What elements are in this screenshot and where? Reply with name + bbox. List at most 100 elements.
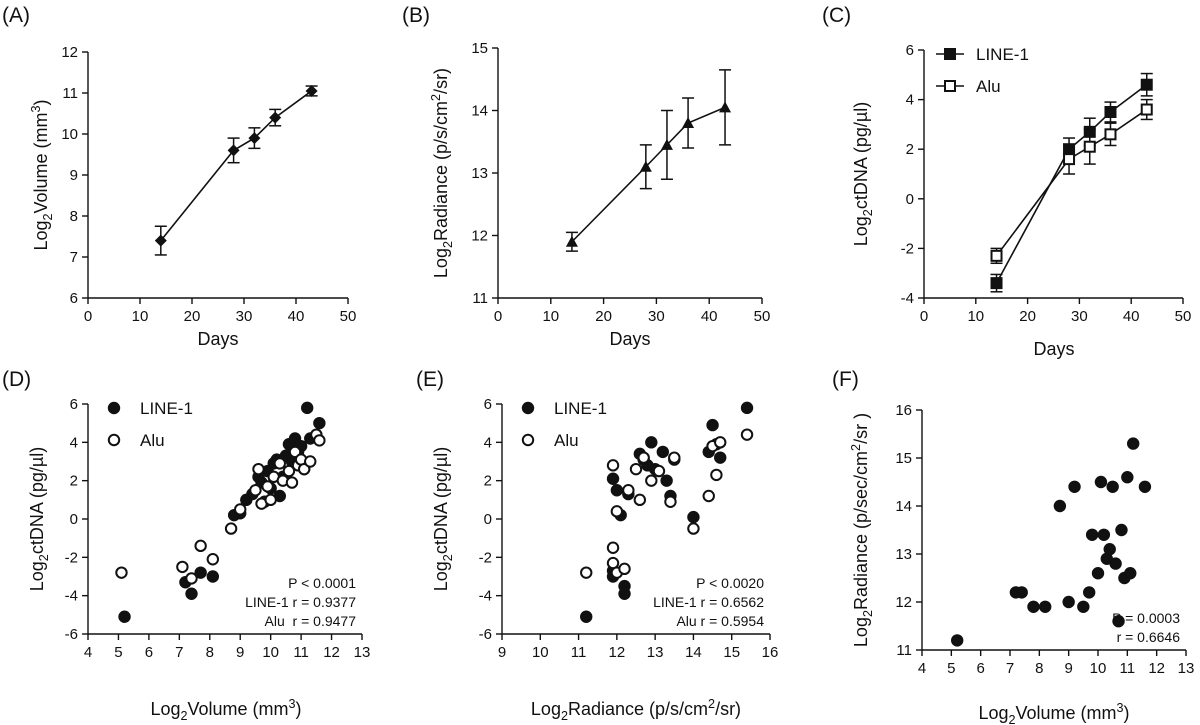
x-tick-label: 12 [609, 644, 626, 661]
y-tick-label: 10 [61, 126, 78, 143]
legend-line-1-marker [521, 401, 535, 415]
x-axis-title: Log2Volume (mm3) [978, 701, 1129, 725]
y-tick-label: 14 [471, 103, 488, 120]
y-tick-label: 2 [484, 473, 492, 490]
series-point [1109, 557, 1122, 570]
y-tick-label: -4 [65, 588, 78, 605]
alu-point [618, 562, 631, 576]
y-tick-label: 0 [70, 511, 78, 528]
x-tick-label: 7 [1006, 660, 1014, 677]
panel-b: (B) 0 10 20 30 40 50 11 12 13 14 15 Days Log2Radianc… [402, 4, 770, 349]
y-axis-title: Log2ctDNA (pg/µl) [851, 102, 875, 246]
x-axis-title: Days [197, 329, 238, 349]
x-tick-label: 11 [571, 644, 587, 661]
alu-point [714, 436, 727, 449]
line-1-point [618, 587, 631, 600]
line-1-point [1104, 106, 1117, 118]
legend-alu-label: Alu [140, 431, 165, 450]
panel-c: (C) 0 10 20 30 40 50 -4 -2 0 2 4 6 Days Log2ctDNA (pg… [822, 4, 1191, 359]
x-tick-label: 13 [354, 644, 371, 661]
stat-label: P < 0.0020 [696, 575, 764, 591]
alu-point [313, 434, 326, 447]
panel-f-label: (F) [832, 368, 859, 391]
line-1-point [714, 451, 727, 464]
series-point [1053, 499, 1067, 513]
legend-line-1-marker [107, 401, 121, 415]
x-tick-label: 10 [262, 644, 279, 661]
x-tick-label: 0 [920, 308, 928, 325]
line-1-point [990, 277, 1003, 290]
x-tick-label: 5 [947, 660, 955, 677]
x-axis-title: Days [1033, 339, 1074, 359]
series-point [1083, 586, 1096, 599]
y-tick-label: -4 [901, 290, 914, 307]
legend-line-1-label: LINE-1 [976, 45, 1029, 64]
legend-line-1-label: LINE-1 [140, 399, 193, 418]
panel-e-label: (E) [416, 368, 444, 391]
x-tick-label: 11 [293, 644, 309, 661]
alu-point [273, 457, 286, 470]
legend-alu-marker [944, 80, 956, 92]
panel-a: (A) 0 10 20 30 40 50 6 7 8 9 10 11 12 Days Log2Volume … [2, 4, 356, 349]
y-tick-label: 4 [484, 434, 492, 451]
series-point [1112, 615, 1125, 628]
x-axis-title: Days [609, 329, 650, 349]
series-point [1124, 567, 1137, 580]
y-tick-label: 6 [906, 42, 914, 59]
legend-alu-marker [107, 433, 121, 447]
y-tick-label: -6 [479, 626, 492, 643]
y-tick-label: 4 [70, 434, 78, 451]
series-point [305, 84, 318, 97]
y-tick-label: 15 [895, 450, 912, 467]
series-point [639, 160, 652, 172]
x-tick-label: 10 [132, 308, 149, 325]
y-tick-label: 13 [895, 546, 912, 563]
alu-point [1063, 153, 1076, 166]
y-tick-label: 6 [70, 396, 78, 413]
panel-f-plot: 4 5 6 7 8 9 10 11 12 13 11 12 13 14 15 16 Log2Volume (mm… [849, 402, 1194, 725]
y-tick-label: 16 [895, 402, 912, 419]
panel-d-plot: 4 5 6 7 8 9 10 11 12 13 -6 -4 -2 0 2 4 6 Log2Volume (mm3)… [27, 396, 370, 723]
x-tick-label: 10 [1090, 660, 1107, 677]
alu-point [606, 459, 620, 472]
line-1-point [301, 401, 314, 415]
alu-point [224, 522, 238, 535]
panel-d: (D) 4 5 6 7 8 9 10 11 12 13 -6 -4 -2 0 2 4 6 Log2Volume (… [2, 368, 370, 723]
panel-d-label: (D) [2, 368, 31, 391]
y-tick-label: 6 [70, 290, 78, 307]
alu-point [206, 553, 220, 566]
y-tick-label: 13 [471, 165, 488, 182]
x-tick-label: 13 [647, 644, 664, 661]
series-point [1062, 595, 1075, 609]
alu-point [668, 451, 681, 464]
line-1-point [1140, 78, 1153, 91]
series-point [1077, 600, 1090, 613]
line-1-point [706, 418, 719, 432]
x-axis-title: Log2Radiance (p/s/cm2/sr) [531, 697, 741, 723]
x-tick-label: 30 [1071, 308, 1088, 325]
legend-alu-label: Alu [554, 431, 579, 450]
x-tick-label: 40 [288, 308, 305, 325]
alu-point [664, 495, 677, 508]
alu-point [1083, 140, 1096, 153]
x-tick-label: 50 [754, 308, 771, 325]
legend-line-1-label: LINE-1 [554, 399, 607, 418]
alu-point [990, 249, 1003, 262]
x-tick-label: 16 [762, 644, 779, 661]
x-tick-label: 9 [498, 644, 506, 661]
x-tick-label: 40 [1123, 308, 1140, 325]
x-tick-label: 11 [1120, 660, 1136, 677]
x-tick-label: 50 [1175, 308, 1192, 325]
y-tick-label: 14 [895, 498, 912, 515]
line-1-point [660, 474, 673, 487]
x-tick-label: 10 [532, 644, 549, 661]
legend-alu-label: Alu [976, 77, 1001, 96]
y-tick-label: 8 [70, 208, 78, 225]
x-tick-label: 30 [648, 308, 665, 325]
x-tick-label: 4 [918, 660, 926, 677]
series-point [1015, 586, 1028, 599]
line-1-point [313, 416, 326, 430]
x-tick-label: 13 [1178, 660, 1195, 677]
x-tick-label: 50 [340, 308, 357, 325]
y-tick-label: -6 [65, 626, 78, 643]
